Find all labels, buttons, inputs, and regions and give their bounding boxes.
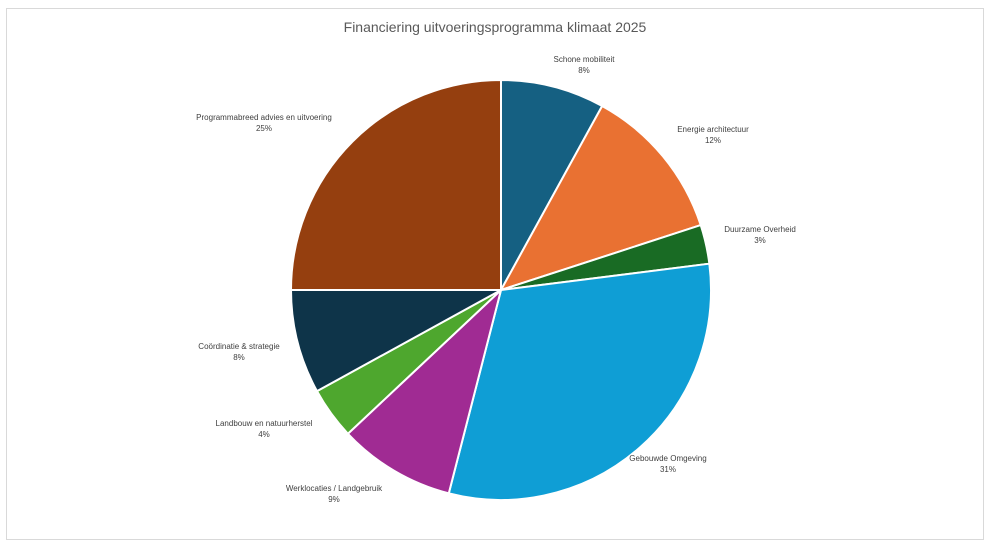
pie-slice (447, 262, 712, 501)
slice-value-label: 31% (660, 465, 676, 474)
chart-title: Financiering uitvoeringsprogramma klimaa… (343, 19, 647, 35)
pie-slice (498, 104, 702, 292)
slice-label: Programmabreed advies en uitvoering (196, 113, 332, 122)
slice-value-label: 8% (233, 353, 245, 362)
slice-label: Coördinatie & strategie (198, 342, 280, 351)
pie-slice (500, 78, 604, 291)
slice-label: Duurzame Overheid (724, 225, 796, 234)
slice-value-label: 8% (578, 66, 590, 75)
pie-slice (289, 78, 502, 291)
slice-value-label: 4% (258, 430, 270, 439)
slice-value-label: 3% (754, 236, 766, 245)
slice-label: Gebouwde Omgeving (629, 454, 706, 463)
slice-label: Landbouw en natuurherstel (216, 419, 313, 428)
slice-value-label: 25% (256, 124, 272, 133)
pie-slice (346, 286, 503, 495)
slice-label: Werklocaties / Landgebruik (286, 484, 383, 493)
slice-value-label: 9% (328, 495, 340, 504)
slice-value-label: 12% (705, 136, 721, 145)
pie-slice (289, 289, 502, 393)
slice-label: Energie architectuur (677, 125, 749, 134)
slice-label: Schone mobiliteit (554, 55, 616, 64)
